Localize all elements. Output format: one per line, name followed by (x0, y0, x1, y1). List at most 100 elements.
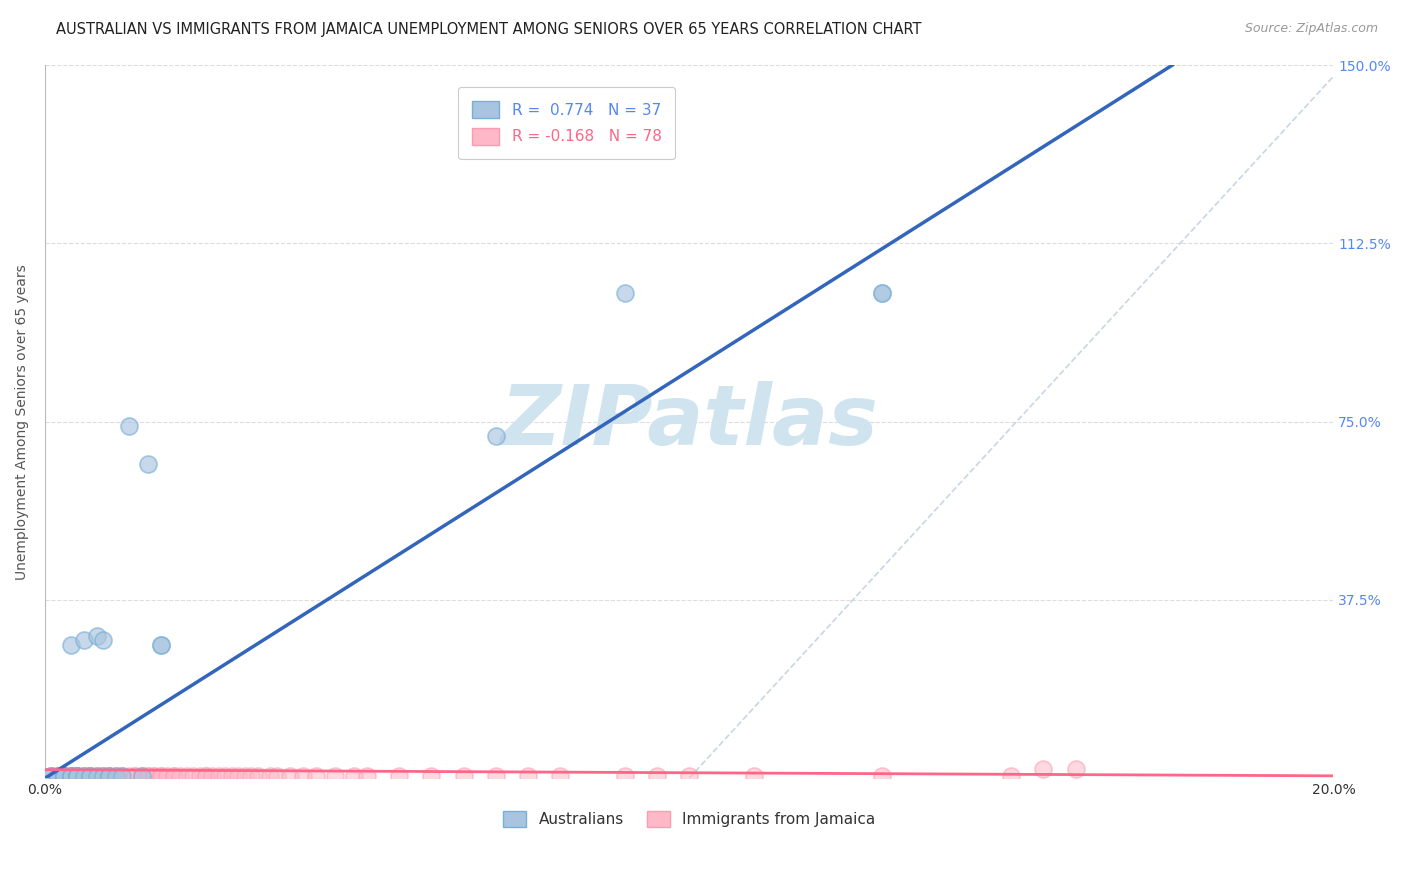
Point (343, 769, 366, 783)
Point (163, 769, 186, 783)
Point (79, 769, 101, 783)
Point (66, 769, 89, 783)
Point (453, 769, 475, 783)
Point (59, 638, 82, 652)
Point (111, 769, 134, 783)
Point (124, 769, 146, 783)
Point (53, 769, 76, 783)
Point (136, 458, 159, 472)
Point (86, 629, 108, 643)
Point (201, 769, 224, 783)
Point (66, 769, 89, 783)
Point (259, 769, 281, 783)
Point (91, 633, 114, 648)
Point (149, 638, 172, 652)
Point (41, 769, 63, 783)
Point (86, 769, 108, 783)
Point (79, 769, 101, 783)
Point (136, 769, 159, 783)
Point (517, 769, 540, 783)
Point (53, 769, 76, 783)
Point (143, 769, 166, 783)
Point (356, 769, 378, 783)
Point (742, 769, 765, 783)
Point (1000, 769, 1022, 783)
Point (550, 769, 572, 783)
Point (240, 769, 263, 783)
Point (278, 769, 301, 783)
Point (420, 769, 443, 783)
Point (111, 769, 134, 783)
Point (66, 769, 89, 783)
Point (91, 769, 114, 783)
Point (53, 769, 76, 783)
Point (72, 769, 94, 783)
Point (59, 769, 82, 783)
Point (149, 769, 172, 783)
Point (98, 769, 121, 783)
Point (41, 769, 63, 783)
Point (169, 769, 191, 783)
Y-axis label: Unemployment Among Seniors over 65 years: Unemployment Among Seniors over 65 years (15, 264, 30, 580)
Point (485, 769, 508, 783)
Point (195, 769, 218, 783)
Point (41, 769, 63, 783)
Text: AUSTRALIAN VS IMMIGRANTS FROM JAMAICA UNEMPLOYMENT AMONG SENIORS OVER 65 YEARS C: AUSTRALIAN VS IMMIGRANTS FROM JAMAICA UN… (56, 22, 922, 37)
Point (163, 769, 186, 783)
Point (104, 769, 127, 783)
Point (53, 769, 76, 783)
Point (53, 769, 76, 783)
Point (53, 769, 76, 783)
Point (66, 769, 89, 783)
Point (143, 769, 166, 783)
Point (66, 769, 89, 783)
Point (1032, 762, 1054, 776)
Text: ZIPatlas: ZIPatlas (501, 381, 879, 462)
Point (98, 769, 121, 783)
Point (613, 769, 636, 783)
Point (613, 286, 636, 301)
Point (176, 769, 198, 783)
Point (98, 769, 121, 783)
Point (136, 769, 159, 783)
Point (323, 769, 346, 783)
Point (46, 769, 69, 783)
Point (1064, 762, 1087, 776)
Point (872, 286, 894, 301)
Point (388, 769, 411, 783)
Point (872, 769, 894, 783)
Point (291, 769, 314, 783)
Point (131, 769, 153, 783)
Point (645, 769, 668, 783)
Point (46, 769, 69, 783)
Point (156, 769, 179, 783)
Point (98, 769, 121, 783)
Point (53, 769, 76, 783)
Point (91, 769, 114, 783)
Point (59, 769, 82, 783)
Point (104, 769, 127, 783)
Text: Source: ZipAtlas.com: Source: ZipAtlas.com (1244, 22, 1378, 36)
Point (72, 769, 94, 783)
Point (118, 769, 141, 783)
Point (131, 769, 153, 783)
Point (59, 769, 82, 783)
Point (59, 769, 82, 783)
Point (214, 769, 236, 783)
Point (72, 769, 94, 783)
Point (79, 769, 101, 783)
Point (104, 769, 127, 783)
Point (131, 769, 153, 783)
Point (195, 769, 218, 783)
Point (149, 638, 172, 652)
Point (72, 769, 94, 783)
Point (233, 769, 256, 783)
Point (149, 769, 172, 783)
Point (221, 769, 243, 783)
Point (86, 769, 108, 783)
Point (304, 769, 326, 783)
Point (72, 633, 94, 648)
Point (79, 769, 101, 783)
Point (59, 769, 82, 783)
Point (53, 769, 76, 783)
